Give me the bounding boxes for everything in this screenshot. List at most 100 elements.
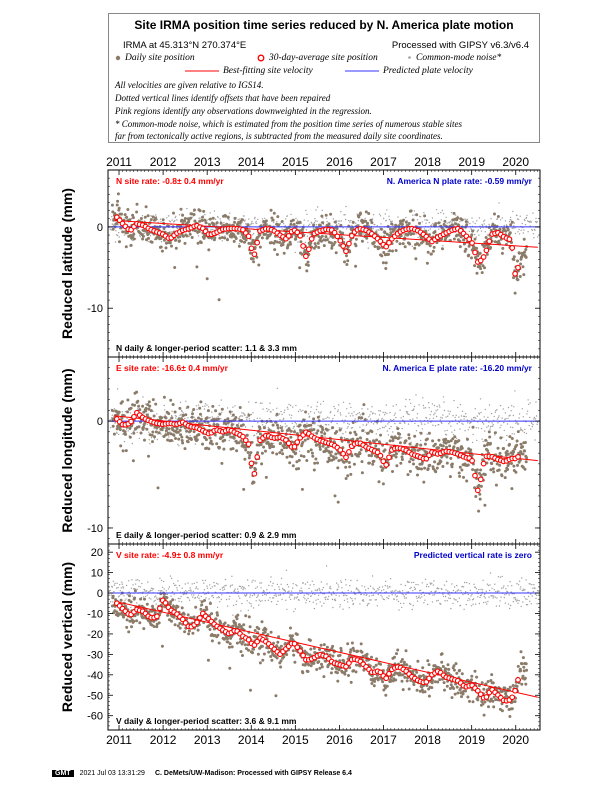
daily-position-point [324, 235, 328, 239]
daily-position-point [232, 436, 236, 440]
common-mode-point [149, 443, 151, 445]
daily-position-point [149, 409, 153, 413]
common-mode-point [169, 431, 171, 433]
common-mode-point [313, 412, 316, 414]
common-mode-point [294, 421, 296, 424]
common-mode-point [283, 411, 285, 414]
daily-position-point [192, 408, 196, 411]
common-mode-point [513, 406, 515, 408]
daily-position-point [333, 494, 337, 498]
daily-position-point [381, 482, 385, 486]
common-mode-point [110, 219, 112, 221]
daily-position-point [365, 236, 369, 240]
common-mode-point [340, 211, 342, 213]
common-mode-point [205, 597, 207, 599]
common-mode-point [371, 218, 374, 220]
common-mode-point [123, 440, 126, 443]
common-mode-point [174, 219, 176, 222]
daily-position-point [525, 456, 529, 460]
common-mode-point [494, 411, 496, 413]
daily-position-point [147, 231, 151, 235]
daily-position-point [246, 451, 250, 454]
common-mode-point [503, 224, 505, 227]
daily-position-point [195, 265, 199, 269]
common-mode-point [382, 411, 384, 414]
daily-position-point [111, 424, 115, 428]
common-mode-point [492, 424, 494, 426]
common-mode-point [239, 416, 241, 418]
daily-position-point [383, 231, 387, 235]
daily-position-point [203, 234, 207, 238]
common-mode-point [215, 582, 218, 585]
daily-position-point [148, 404, 152, 408]
daily-position-point [275, 452, 279, 456]
daily-position-point [291, 218, 295, 222]
common-mode-point [220, 220, 222, 222]
common-mode-point [306, 213, 308, 215]
daily-position-point [380, 254, 384, 258]
daily-position-point [425, 261, 429, 265]
common-mode-point [316, 401, 319, 403]
common-mode-point [466, 419, 468, 421]
common-mode-point [459, 403, 462, 406]
common-mode-point [155, 214, 157, 216]
common-mode-point [388, 427, 391, 430]
common-mode-point [197, 235, 200, 237]
daily-position-point [416, 473, 419, 477]
daily-position-point [271, 423, 275, 427]
common-mode-point [132, 239, 134, 242]
daily-position-point [441, 465, 445, 468]
daily-position-point [166, 431, 170, 435]
daily-position-point [219, 221, 223, 225]
common-mode-point [518, 233, 521, 235]
common-mode-point [393, 418, 395, 421]
daily-position-point [506, 468, 510, 471]
common-mode-point [156, 438, 158, 441]
common-mode-point [337, 220, 339, 222]
daily-position-point [264, 223, 268, 227]
daily-position-point [202, 209, 206, 213]
daily-position-point [431, 439, 435, 443]
common-mode-point [285, 218, 287, 220]
common-mode-point [432, 424, 434, 426]
common-mode-point [307, 224, 310, 227]
average-position-point [469, 240, 475, 246]
daily-position-point [351, 421, 355, 424]
daily-position-point [473, 237, 477, 241]
common-mode-point [303, 596, 305, 599]
common-mode-point [281, 228, 283, 230]
common-mode-point [423, 228, 426, 230]
daily-position-point [358, 211, 362, 215]
common-mode-point [304, 241, 307, 244]
common-mode-point [241, 585, 244, 588]
common-mode-point [516, 423, 519, 425]
common-mode-point [351, 224, 353, 227]
common-mode-point [526, 410, 529, 412]
daily-position-point [391, 439, 395, 443]
common-mode-point [474, 408, 476, 410]
average-position-point [346, 240, 352, 247]
common-mode-point [206, 219, 208, 221]
daily-position-point [211, 404, 215, 408]
common-mode-point [443, 409, 446, 412]
common-mode-point [292, 406, 294, 408]
daily-position-point [448, 475, 452, 479]
daily-position-point [218, 446, 221, 449]
daily-position-point [456, 216, 460, 220]
daily-position-point [469, 448, 473, 452]
daily-position-point [346, 259, 350, 263]
average-position-point [506, 236, 513, 243]
common-mode-point [117, 587, 119, 589]
daily-position-point [508, 442, 511, 446]
daily-position-point [388, 249, 392, 253]
common-mode-point [394, 422, 396, 425]
daily-position-point [289, 242, 292, 246]
common-mode-point [130, 587, 133, 589]
common-mode-point [523, 229, 525, 231]
daily-position-point [244, 448, 248, 452]
common-mode-point [284, 225, 286, 227]
common-mode-point [395, 404, 398, 406]
common-mode-point [529, 402, 531, 404]
common-mode-point [266, 410, 268, 412]
common-mode-point [472, 417, 475, 419]
